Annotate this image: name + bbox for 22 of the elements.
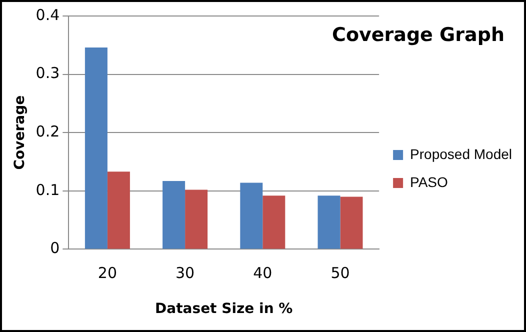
legend-label: Proposed Model xyxy=(410,146,512,162)
y-tick-label: 0.3 xyxy=(36,64,60,82)
bar xyxy=(240,182,263,249)
bar xyxy=(318,196,340,249)
x-tick-label: 40 xyxy=(253,264,272,282)
bar xyxy=(107,172,130,249)
y-tick-label: 0.4 xyxy=(36,6,60,24)
y-tick-label: 0 xyxy=(50,239,60,258)
legend-label: PASO xyxy=(410,174,448,190)
bar xyxy=(262,196,286,249)
bar xyxy=(84,47,108,249)
y-tick-label: 0.1 xyxy=(36,180,60,199)
y-axis-title: Coverage xyxy=(12,95,28,170)
bar xyxy=(340,196,363,249)
text: Coverage Graph xyxy=(332,24,504,46)
x-tick-label: 50 xyxy=(330,264,350,282)
x-axis-title: Dataset Size in % xyxy=(155,301,293,318)
x-tick-label: 30 xyxy=(176,264,195,282)
bar xyxy=(162,180,186,249)
y-tick-label: 0.2 xyxy=(36,122,60,140)
bar xyxy=(185,190,208,249)
x-tick-label: 20 xyxy=(98,264,117,282)
